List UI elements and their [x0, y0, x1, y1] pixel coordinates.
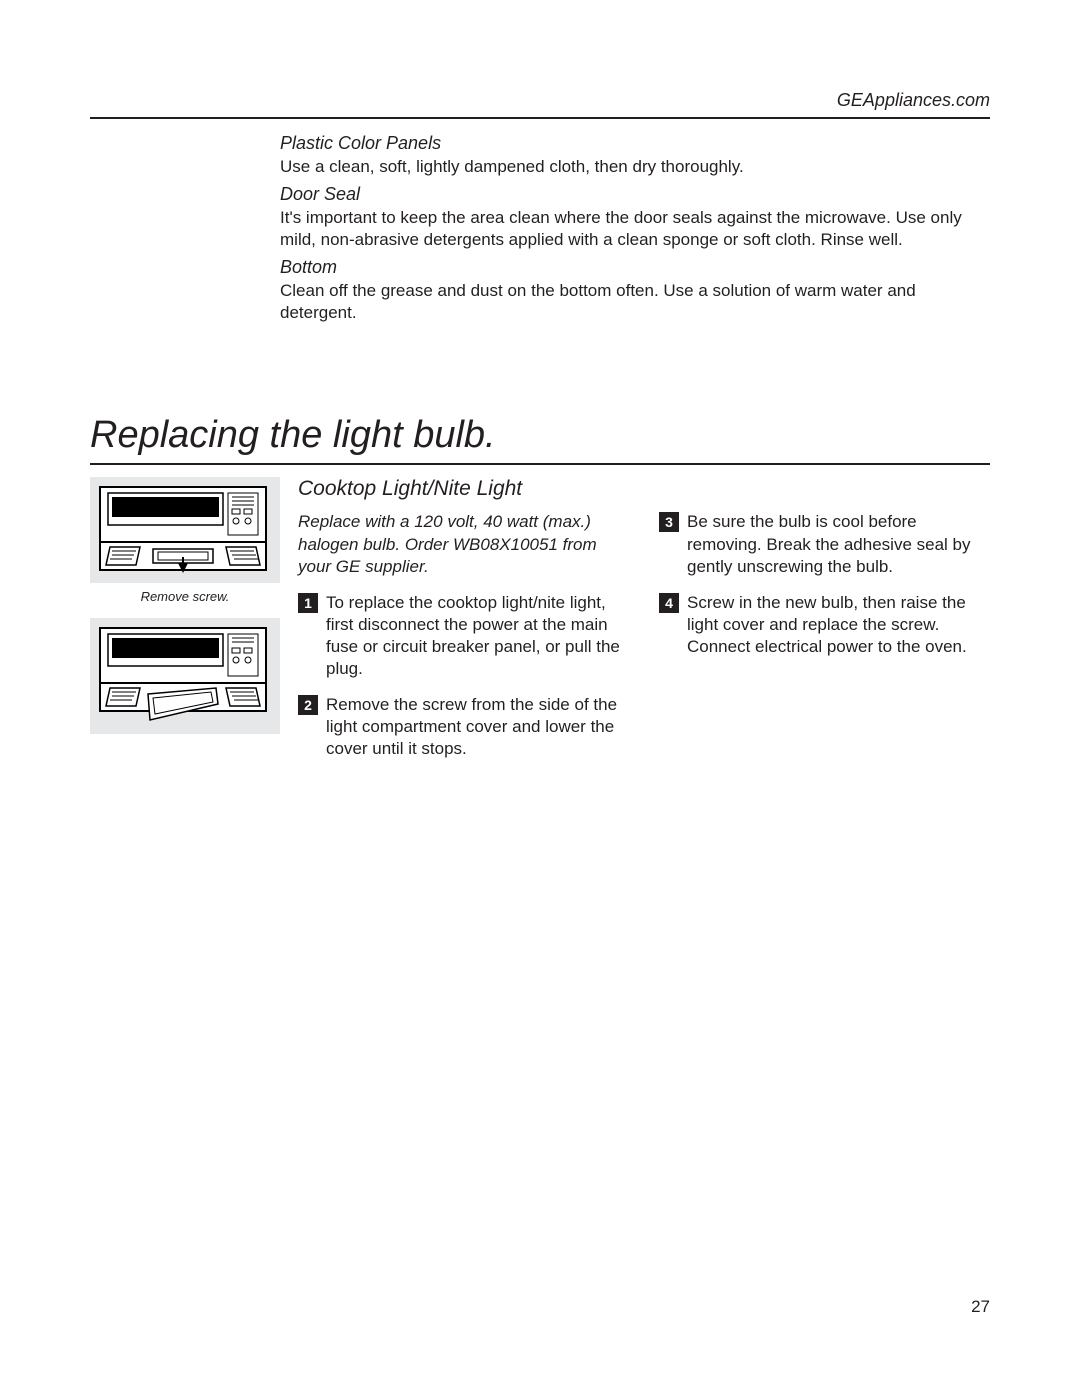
section-rule — [90, 463, 990, 465]
subsection-intro: Replace with a 120 volt, 40 watt (max.) … — [298, 511, 629, 577]
step-4: 4 Screw in the new bulb, then raise the … — [659, 592, 990, 658]
heading-plastic: Plastic Color Panels — [280, 133, 990, 154]
step-text: To replace the cooktop light/nite light,… — [326, 592, 629, 680]
diagram-caption: Remove screw. — [90, 589, 280, 604]
text-bottom: Clean off the grease and dust on the bot… — [280, 280, 990, 324]
diagram-column: Remove screw. — [90, 477, 280, 774]
step-number-icon: 4 — [659, 593, 679, 613]
section-title: Replacing the light bulb. — [90, 414, 990, 457]
page-number: 27 — [971, 1297, 990, 1317]
cleaning-block: Plastic Color Panels Use a clean, soft, … — [280, 133, 990, 324]
diagram-bottom — [90, 618, 280, 734]
step-3: 3 Be sure the bulb is cool before removi… — [659, 511, 990, 577]
step-2: 2 Remove the screw from the side of the … — [298, 694, 629, 760]
header-rule — [90, 117, 990, 119]
step-number-icon: 2 — [298, 695, 318, 715]
step-1: 1 To replace the cooktop light/nite ligh… — [298, 592, 629, 680]
step-number-icon: 3 — [659, 512, 679, 532]
step-text: Remove the screw from the side of the li… — [326, 694, 629, 760]
text-plastic: Use a clean, soft, lightly dampened clot… — [280, 156, 990, 178]
heading-doorseal: Door Seal — [280, 184, 990, 205]
text-doorseal: It's important to keep the area clean wh… — [280, 207, 990, 251]
diagram-top — [90, 477, 280, 583]
step-text: Screw in the new bulb, then raise the li… — [687, 592, 990, 658]
step-number-icon: 1 — [298, 593, 318, 613]
heading-bottom: Bottom — [280, 257, 990, 278]
subsection-title: Cooktop Light/Nite Light — [298, 477, 990, 501]
header-url: GEAppliances.com — [90, 90, 990, 111]
step-text: Be sure the bulb is cool before removing… — [687, 511, 990, 577]
